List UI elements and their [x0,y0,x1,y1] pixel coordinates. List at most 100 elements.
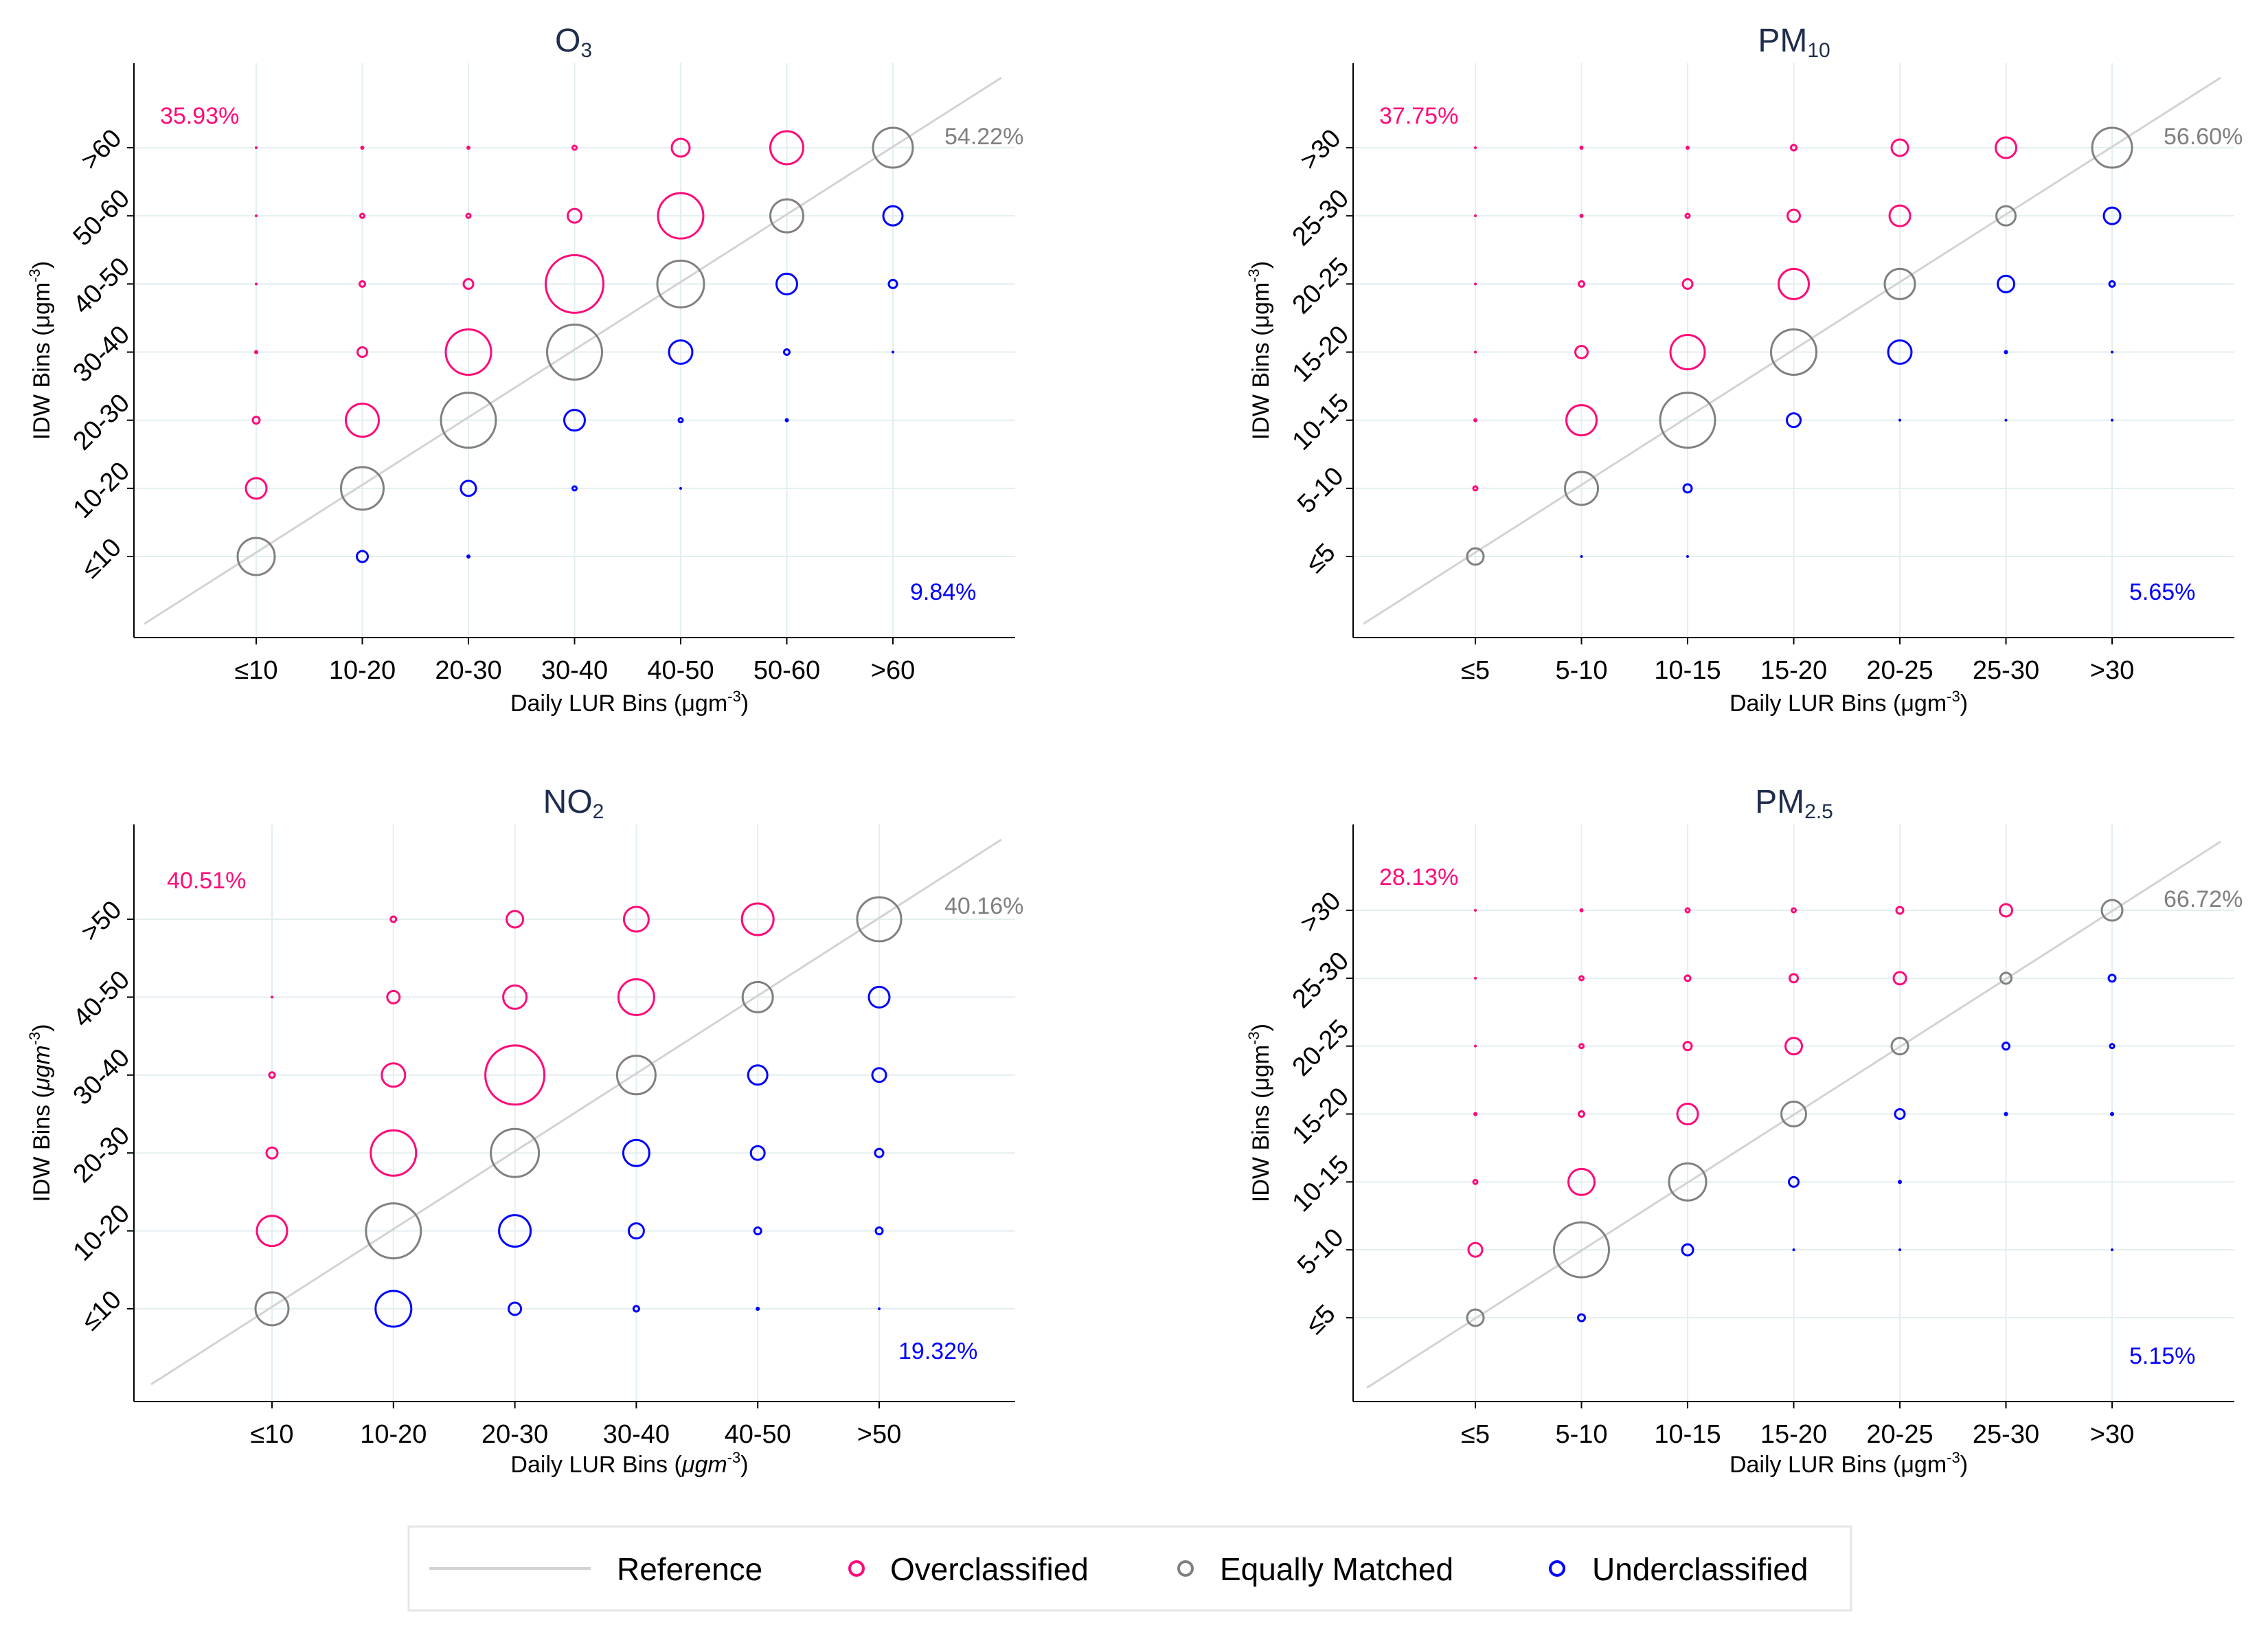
y-tick-label: 20-30 [68,1121,135,1189]
over-bubble [1791,907,1797,914]
over-bubble [254,350,258,355]
equal-bubble [2091,126,2133,169]
under-bubble [2001,1042,2010,1051]
x-tick-label: 30-40 [603,1420,670,1449]
under-bubble [677,417,684,424]
under-bubble [867,985,891,1009]
overclassified-percent: 37.75% [1379,103,1458,129]
x-tick-label: ≤5 [1461,656,1490,685]
x-tick-label: 15-20 [1760,656,1827,685]
over-bubble [1567,1167,1596,1196]
over-bubble [359,280,366,288]
x-axis-label: Daily LUR Bins (μgm-3) [1730,688,1968,717]
x-tick-label: >50 [857,1420,901,1449]
under-bubble [783,348,791,356]
y-axis-label: IDW Bins (μgm-3) [1245,261,1274,440]
over-bubble [1684,212,1691,219]
over-bubble [1474,214,1477,218]
x-tick-label: 15-20 [1760,1420,1827,1449]
over-bubble [1669,334,1706,370]
under-bubble [571,485,578,492]
over-bubble [1578,280,1585,288]
underclassified-percent: 19.32% [898,1338,977,1364]
reference-line [144,76,1002,625]
over-bubble [356,346,368,358]
equal-bubble [490,1127,541,1178]
x-tick-label: >60 [871,656,915,685]
over-bubble [670,137,691,158]
equal-bubble [1999,971,2012,985]
over-bubble [271,996,273,999]
over-bubble [622,906,650,933]
y-tick-label: 30-40 [68,320,135,387]
over-bubble [1474,282,1477,286]
chart-title: PM10 [1758,23,1830,62]
x-tick-label: 5-10 [1555,656,1607,685]
under-bubble [1894,1108,1906,1120]
x-tick-label: 40-50 [725,1420,791,1449]
equal-bubble [741,980,774,1013]
over-bubble [1778,267,1810,300]
over-bubble [1579,214,1584,218]
y-tick-label: 10-20 [68,456,135,524]
over-bubble [567,207,582,224]
reference-line [1363,76,2221,625]
over-bubble [1787,208,1801,223]
legend-box [407,1525,1852,1612]
over-bubble [370,1129,418,1177]
under-bubble [1577,1313,1586,1323]
under-bubble [2107,974,2117,983]
legend-equally-matched-marker [1177,1560,1194,1577]
x-tick-label: 25-30 [1973,656,2039,685]
over-bubble [1474,909,1477,912]
under-bubble [1887,339,1913,365]
y-axis-label: IDW Bins (μgm-3) [1245,1024,1274,1202]
over-bubble [268,1071,276,1079]
under-bubble [753,1226,762,1236]
chart-title: NO2 [543,784,604,823]
equally-matched-percent: 40.16% [944,893,1023,919]
y-tick-label: 50-60 [68,184,135,251]
under-bubble [2004,1112,2008,1116]
equal-bubble [656,259,705,308]
over-bubble [255,146,258,149]
over-bubble [1474,1044,1477,1048]
chart-panel-3: ≤10 ≤10 10-20 10-20 20-30 20-30 30-40 30-40 40-5… [26,784,1023,1478]
y-tick-label: >30 [1295,886,1346,938]
over-bubble [1579,146,1584,150]
equal-bubble [1995,205,2017,227]
equal-bubble [615,1055,657,1096]
y-tick-label: 20-25 [1287,252,1354,319]
over-bubble [1574,345,1589,359]
legend-underclassified-marker [1549,1560,1565,1577]
over-bubble [1676,1103,1699,1125]
underclassified-percent: 9.84% [910,579,976,605]
under-bubble [1681,1243,1694,1257]
under-bubble [874,1147,885,1158]
under-bubble [784,418,789,423]
legend: Reference Overclassified Equally Matched… [407,1525,1852,1612]
x-tick-label: ≤10 [234,656,277,685]
x-tick-label: 40-50 [647,656,714,685]
y-tick-label: 40-50 [68,965,135,1033]
overclassified-percent: 40.51% [167,868,246,894]
under-bubble [2004,350,2008,355]
y-tick-label: ≤5 [1300,1299,1341,1340]
over-bubble [1681,278,1694,290]
under-bubble [1686,555,1689,558]
over-bubble [256,1215,288,1248]
over-bubble [571,144,578,151]
y-tick-label: ≤10 [76,533,127,584]
over-bubble [740,902,775,936]
x-tick-label: 20-25 [1866,1420,1933,1449]
over-bubble [617,978,655,1016]
reference-line [1366,840,2221,1389]
over-bubble [1473,418,1477,423]
under-bubble [356,550,369,563]
over-bubble [502,984,528,1010]
over-bubble [1474,146,1477,149]
over-bubble [1578,1043,1585,1050]
over-bubble [345,403,380,438]
chart-title: O3 [555,23,592,62]
